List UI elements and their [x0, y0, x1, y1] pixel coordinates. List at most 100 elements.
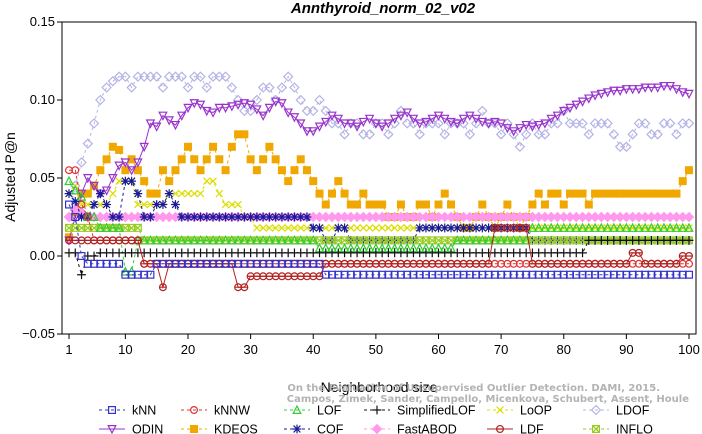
data-point-odin — [515, 124, 525, 134]
data-point-lof — [571, 222, 582, 232]
data-point-lof — [527, 222, 538, 232]
data-point-odin — [496, 119, 506, 129]
data-point-odin — [151, 122, 162, 132]
data-point-kdeos — [534, 189, 543, 198]
data-point-lof — [264, 235, 275, 245]
data-point-ldof — [176, 71, 187, 82]
data-point-kdeos — [221, 166, 230, 175]
data-point-lof — [239, 235, 250, 245]
legend-marker-odin — [107, 425, 117, 434]
data-point-odin — [627, 85, 638, 95]
x-axis: 1 10 20 30 40 50 60 70 80 90 100 — [65, 334, 700, 357]
data-point-inflo — [133, 223, 142, 232]
data-point-cof — [77, 212, 86, 222]
data-point-loop — [221, 200, 230, 209]
data-point-loop — [403, 224, 412, 232]
data-point-ldf — [240, 283, 249, 292]
data-point-kdeos — [296, 155, 305, 164]
data-point-kdeos — [240, 130, 249, 139]
legend: kNN kNNW LOF SimplifiedLOF LoOP LDOF ODIN KDEOS… — [99, 404, 653, 434]
data-point-cof — [246, 212, 256, 222]
legend-item-ldf: LDF — [487, 423, 544, 434]
data-point-lof — [89, 211, 99, 221]
data-point-kdeos — [83, 189, 92, 198]
data-point-lof — [176, 235, 187, 245]
data-point-kdeos — [115, 145, 124, 154]
data-point-lof — [183, 235, 193, 245]
data-point-cof — [214, 212, 224, 222]
data-point-odin — [89, 181, 99, 192]
legend-marker-ldf — [496, 425, 505, 433]
data-point-kdeos — [202, 155, 211, 164]
data-point-odin — [258, 111, 268, 121]
data-point-ldof — [226, 82, 238, 93]
data-point-ldof — [495, 129, 507, 140]
data-point-lof — [101, 222, 112, 232]
data-point-odin — [270, 97, 281, 107]
data-point-ldof — [339, 129, 350, 140]
data-point-cof — [227, 212, 237, 222]
data-point-kdeos — [528, 200, 537, 209]
data-point-cof — [465, 223, 475, 233]
data-point-odin — [527, 122, 538, 132]
y-tick-label: 0.00 — [30, 248, 55, 263]
data-point-kdeos — [672, 189, 681, 198]
data-point-odin — [502, 124, 513, 134]
data-point-cof — [290, 212, 299, 222]
data-point-ldof — [182, 82, 194, 93]
data-point-lof — [308, 235, 319, 245]
data-point-kdeos — [102, 155, 111, 164]
plot-frame — [61, 21, 697, 335]
data-point-kdeos — [440, 189, 449, 198]
data-point-lof — [195, 235, 206, 245]
data-point-cof — [459, 223, 468, 233]
data-point-kdeos — [353, 200, 362, 209]
data-point-odin — [195, 100, 206, 110]
data-point-ldof — [433, 118, 444, 129]
data-point-loop — [253, 224, 261, 232]
data-point-loop — [234, 200, 242, 209]
data-point-kdeos — [246, 155, 255, 164]
legend-item-lof: LOF — [284, 404, 342, 418]
data-point-knn — [684, 270, 693, 279]
data-point-cof — [440, 223, 450, 233]
legend-item-inflo: INFLO — [583, 423, 653, 434]
data-point-kdeos — [165, 177, 174, 186]
legend-marker-simplifiedlof — [372, 405, 382, 415]
data-point-odin — [101, 186, 112, 196]
data-point-lof — [640, 222, 650, 232]
data-point-odin — [427, 114, 438, 125]
y-tick-label: 0.15 — [30, 14, 55, 29]
x-axis-label: Neighborhood size — [321, 379, 438, 395]
data-point-kdeos — [396, 200, 405, 209]
data-point-odin — [602, 88, 613, 98]
data-point-kdeos — [271, 155, 280, 164]
data-point-odin — [314, 122, 325, 132]
legend-label-loop: LoOP — [520, 404, 552, 418]
data-point-cof — [171, 200, 180, 209]
data-point-kdeos — [183, 142, 192, 151]
data-point-loop — [578, 224, 587, 232]
data-point-knn — [64, 200, 73, 209]
data-point-odin — [659, 81, 669, 92]
data-point-cof — [277, 212, 287, 222]
legend-label-odin: ODIN — [132, 423, 163, 434]
data-point-ldof — [383, 129, 394, 140]
data-point-cof — [139, 212, 149, 222]
data-point-kdeos — [559, 200, 568, 209]
data-point-kdeos — [321, 200, 330, 209]
data-point-loop — [96, 200, 105, 209]
data-point-ldof — [552, 118, 563, 129]
data-point-odin — [302, 127, 312, 137]
chart-title: Annthyroid_norm_02_v02 — [290, 0, 476, 17]
x-tick-label: 100 — [678, 342, 700, 357]
data-point-odin — [289, 113, 300, 123]
data-point-lof — [546, 222, 557, 232]
data-point-ldof — [464, 129, 476, 140]
data-point-odin — [239, 99, 250, 109]
data-point-lof — [584, 222, 594, 232]
data-point-ldof — [520, 129, 532, 140]
data-point-lof — [496, 235, 506, 245]
legend-label-ldof: LDOF — [616, 404, 650, 418]
data-point-loop — [278, 224, 286, 232]
